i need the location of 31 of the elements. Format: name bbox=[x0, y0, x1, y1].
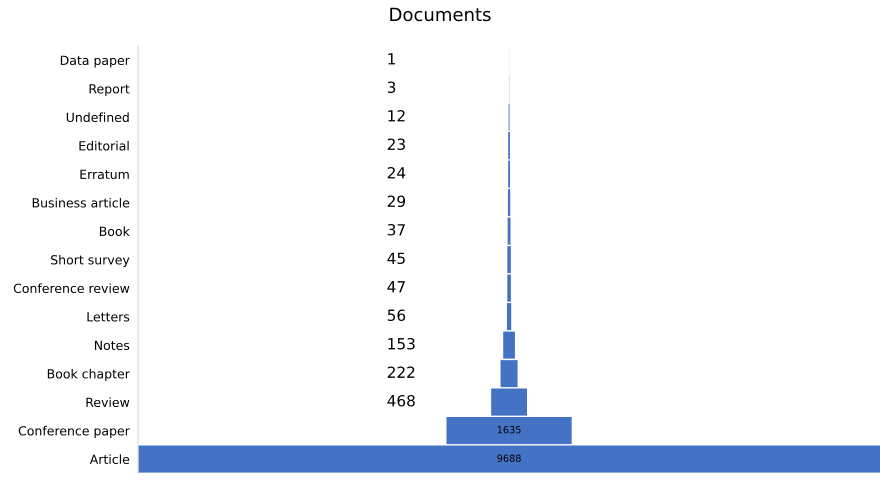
category-label: Editorial bbox=[79, 140, 129, 151]
data-label: 12 bbox=[388, 110, 405, 122]
data-label: 37 bbox=[388, 224, 405, 236]
category-label: Short survey bbox=[51, 254, 130, 267]
data-label: 222 bbox=[388, 366, 414, 378]
data-label: 1 bbox=[388, 53, 395, 64]
category-label: Undefined bbox=[66, 112, 129, 122]
data-label: 24 bbox=[388, 167, 406, 178]
category-label: Conference review bbox=[14, 283, 130, 294]
category-label: Review bbox=[86, 397, 130, 408]
data-label: 3 bbox=[388, 82, 396, 94]
data-label: 1635 bbox=[498, 426, 521, 434]
data-label: 47 bbox=[387, 281, 405, 292]
data-label: 153 bbox=[388, 338, 415, 350]
data-label: 56 bbox=[388, 309, 406, 322]
data-label: 9688 bbox=[497, 454, 521, 462]
data-label: 23 bbox=[388, 138, 405, 150]
data-label: 45 bbox=[387, 252, 405, 264]
category-label: Book bbox=[100, 226, 130, 236]
category-label: Data paper bbox=[60, 56, 130, 68]
text: Documents bbox=[390, 8, 491, 22]
category-label: Conference paper bbox=[18, 426, 130, 438]
category-label: Notes bbox=[94, 340, 130, 350]
data-label: 468 bbox=[387, 394, 415, 407]
data-label: 29 bbox=[388, 195, 406, 208]
category-label: Report bbox=[90, 84, 130, 96]
category-label: Book chapter bbox=[48, 368, 130, 381]
category-label: Erratum bbox=[80, 170, 129, 180]
category-label: Letters bbox=[87, 312, 130, 322]
category-label: Article bbox=[90, 454, 130, 464]
category-label: Business article bbox=[32, 198, 130, 208]
